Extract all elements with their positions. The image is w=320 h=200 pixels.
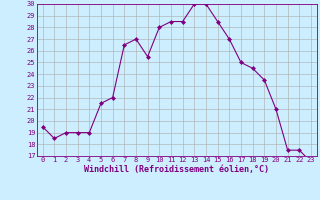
X-axis label: Windchill (Refroidissement éolien,°C): Windchill (Refroidissement éolien,°C) [84, 165, 269, 174]
